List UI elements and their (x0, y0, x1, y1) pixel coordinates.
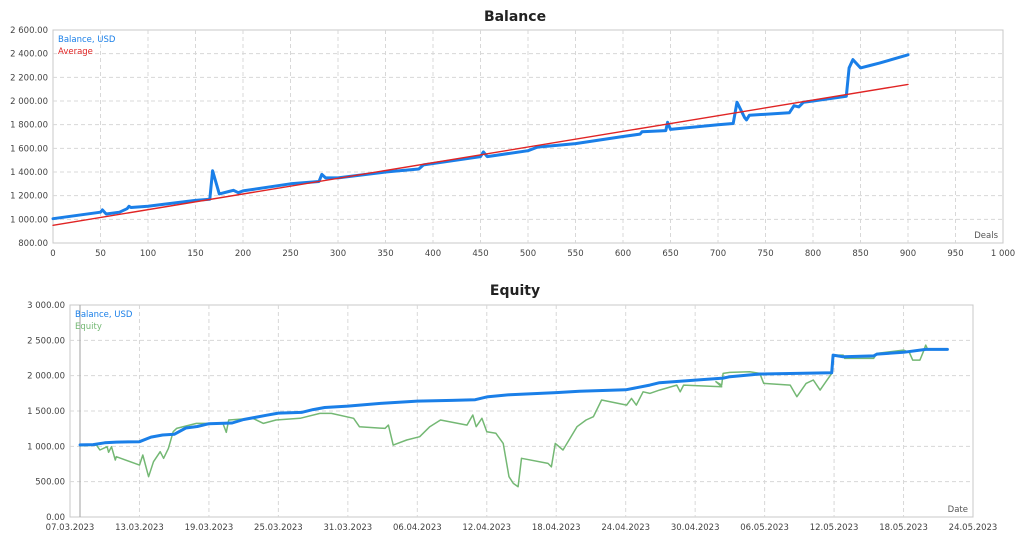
x-tick-label: 50 (95, 249, 106, 259)
x-tick-label: 19.03.2023 (185, 523, 234, 533)
y-tick-label: 2 600.00 (10, 26, 48, 36)
x-tick-label: 350 (377, 249, 393, 259)
legend-balance-usd: Balance, USD (75, 310, 133, 320)
y-tick-label: 1 200.00 (10, 192, 48, 202)
x-tick-label: 700 (710, 249, 726, 259)
equity-grid (70, 305, 973, 517)
x-tick-label: 07.03.2023 (46, 523, 95, 533)
x-tick-label: 31.03.2023 (324, 523, 373, 533)
x-tick-label: 400 (425, 249, 441, 259)
x-tick-label: 300 (330, 249, 346, 259)
x-tick-label: 12.05.2023 (810, 523, 859, 533)
x-tick-label: 750 (757, 249, 773, 259)
y-tick-label: 2 000.00 (27, 372, 65, 382)
x-tick-label: 200 (235, 249, 251, 259)
y-tick-label: 1 500.00 (27, 407, 65, 417)
x-tick-label: 13.03.2023 (115, 523, 164, 533)
x-tick-label: 150 (187, 249, 203, 259)
balance-y-axis: 800.00 1 000.00 1 200.00 1 400.00 1 600.00 1 … (10, 26, 48, 249)
equity-x-axis-label: Date (948, 505, 968, 515)
y-tick-label: 2 000.00 (10, 97, 48, 107)
x-tick-label: 550 (567, 249, 583, 259)
x-tick-label: 0 (50, 249, 55, 259)
x-tick-label: 650 (662, 249, 678, 259)
x-tick-label: 800 (805, 249, 821, 259)
series-line-average (52, 83, 909, 227)
y-tick-label: 3 000.00 (27, 301, 65, 311)
y-tick-label: 2 500.00 (27, 336, 65, 346)
y-tick-label: 2 400.00 (10, 50, 48, 60)
x-tick-label: 250 (282, 249, 298, 259)
balance-x-axis: 0 50 100 150 200 250 300 350 400 450 500 550 600 650 7… (50, 249, 1015, 259)
y-tick-label: 1 400.00 (10, 168, 48, 178)
legend-equity: Equity (75, 322, 102, 332)
equity-chart: Equity 0.00 500.00 1 000.00 1 500.00 2 000.0… (27, 283, 997, 533)
y-tick-label: 800.00 (18, 239, 48, 249)
balance-series (51, 53, 910, 227)
x-tick-label: 1 000 (991, 249, 1015, 259)
balance-chart: Balance 800.00 1 000.00 1 200.00 1 400.00 1 … (10, 9, 1015, 259)
series-line-equity (79, 344, 949, 488)
x-tick-label: 24.04.2023 (601, 523, 650, 533)
x-tick-label: 18.05.2023 (879, 523, 928, 533)
y-tick-label: 500.00 (35, 478, 65, 488)
x-tick-label: 25.03.2023 (254, 523, 303, 533)
x-tick-label: 600 (615, 249, 631, 259)
equity-y-axis: 0.00 500.00 1 000.00 1 500.00 2 000.00 2 500.… (27, 301, 65, 523)
x-tick-label: 850 (852, 249, 868, 259)
y-tick-label: 0.00 (46, 513, 65, 523)
equity-chart-title: Equity (490, 283, 540, 299)
balance-x-axis-label: Deals (974, 231, 998, 241)
x-tick-label: 450 (472, 249, 488, 259)
x-tick-label: 18.04.2023 (532, 523, 581, 533)
x-tick-label: 900 (900, 249, 916, 259)
x-tick-label: 24.05.2023 (949, 523, 998, 533)
equity-x-axis: 07.03.2023 13.03.2023 19.03.2023 25.03.2023… (46, 523, 998, 533)
y-tick-label: 2 200.00 (10, 73, 48, 83)
equity-series (78, 344, 949, 488)
x-tick-label: 12.04.2023 (462, 523, 511, 533)
x-tick-label: 100 (140, 249, 156, 259)
y-tick-label: 1 800.00 (10, 121, 48, 131)
y-tick-label: 1 000.00 (10, 215, 48, 225)
series-line-balance-usd (78, 347, 949, 447)
legend-balance-usd: Balance, USD (58, 35, 116, 45)
x-tick-label: 950 (947, 249, 963, 259)
x-tick-label: 06.04.2023 (393, 523, 442, 533)
x-tick-label: 500 (520, 249, 536, 259)
x-tick-label: 06.05.2023 (740, 523, 789, 533)
y-tick-label: 1 600.00 (10, 144, 48, 154)
balance-grid (53, 30, 1003, 243)
balance-chart-title: Balance (484, 9, 546, 25)
legend-average: Average (58, 47, 93, 57)
x-tick-label: 30.04.2023 (671, 523, 720, 533)
y-tick-label: 1 000.00 (27, 442, 65, 452)
